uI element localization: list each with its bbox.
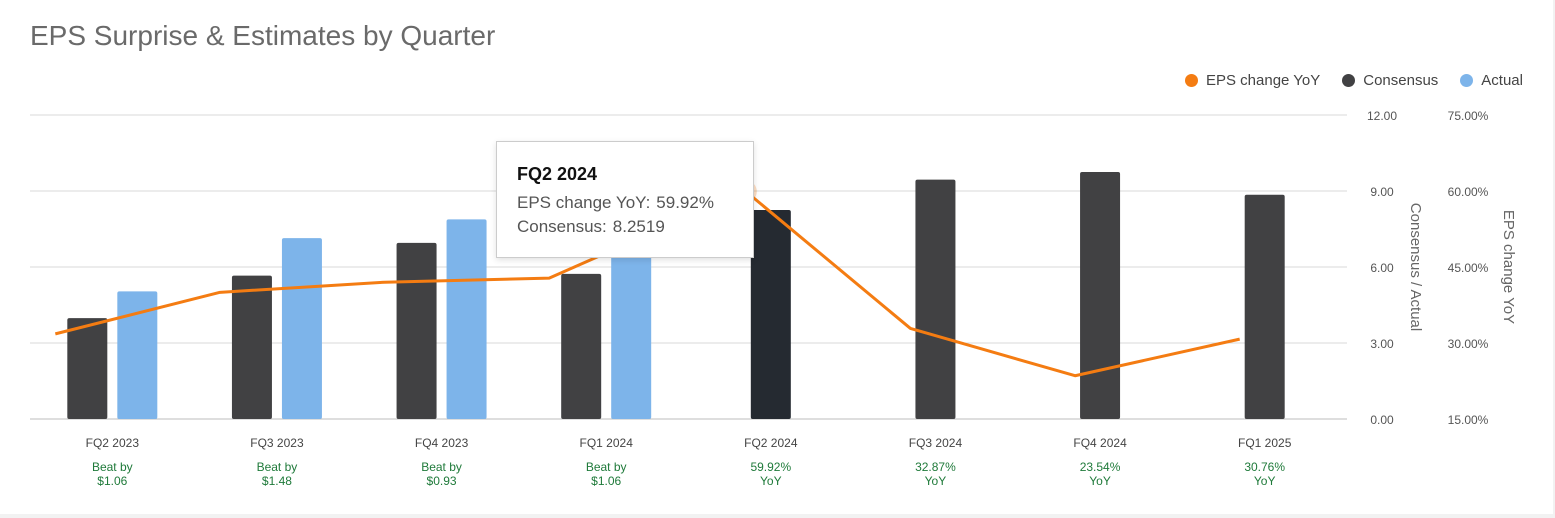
surprise-label-line1: Beat by [421,460,462,474]
right-axis-tick-label: 75.00% [1448,109,1489,123]
surprise-label-line2: YoY [925,474,947,488]
tooltip-row-eps: EPS change YoY: 59.92% [517,191,733,215]
legend-label: Consensus [1363,72,1439,89]
left-axis-tick-label: 12.00 [1367,109,1397,123]
actual-bar [611,246,652,419]
x-axis-tick-label: FQ3 2024 [909,436,963,450]
tooltip-value: 59.92% [656,193,714,212]
legend-dot-icon [1342,74,1356,87]
left-axis-title: Consensus / Actual [1407,203,1424,331]
right-axis-tick-label: 60.00% [1448,185,1489,199]
consensus-bar [1080,172,1121,419]
legend-label: EPS change YoY [1205,72,1321,89]
consensus-bar [561,273,602,419]
right-axis-tick-label: 30.00% [1448,337,1489,351]
tooltip: FQ2 2024 EPS change YoY: 59.92% Consensus… [496,141,754,258]
tooltip-label: Consensus: [517,217,607,236]
left-axis-tick-label: 0.00 [1370,413,1394,427]
left-axis-tick-label: 9.00 [1370,185,1394,199]
surprise-label-line1: 32.87% [915,460,956,474]
legend-label: Actual [1481,72,1523,89]
surprise-label-line2: YoY [760,474,782,488]
legend-dot-icon [1460,74,1474,87]
consensus-bar [750,209,791,419]
actual-bar [281,238,322,419]
surprise-label-line2: YoY [1089,474,1111,488]
x-axis-tick-label: FQ2 2024 [744,436,798,450]
surprise-label-line2: $1.48 [262,474,292,488]
surprise-label-line2: $1.06 [97,474,127,488]
surprise-label-line1: Beat by [586,460,627,474]
consensus-bar [231,275,272,419]
legend-item-consensus[interactable]: Consensus [1342,72,1438,89]
right-axis-tick-label: 45.00% [1448,261,1489,275]
legend-item-eps-change[interactable]: EPS change YoY [1184,72,1321,89]
actual-bar [446,219,487,419]
surprise-label-line1: 30.76% [1244,460,1285,474]
legend-item-actual[interactable]: Actual [1460,72,1523,89]
surprise-label-line2: $0.93 [427,474,457,488]
tooltip-row-consensus: Consensus: 8.2519 [517,215,733,239]
surprise-label-line2: $1.06 [591,474,621,488]
x-axis-tick-label: FQ1 2025 [1238,436,1292,450]
x-axis-tick-label: FQ4 2023 [415,436,469,450]
surprise-label-line1: 23.54% [1080,460,1121,474]
left-axis-tick-label: 3.00 [1370,337,1394,351]
consensus-bar [1244,194,1285,419]
left-axis-tick-label: 6.00 [1370,261,1394,275]
surprise-label-line1: 59.92% [750,460,791,474]
x-axis-tick-label: FQ4 2024 [1073,436,1127,450]
surprise-label-line1: Beat by [92,460,133,474]
right-axis-tick-label: 15.00% [1448,413,1489,427]
page-title: EPS Surprise & Estimates by Quarter [30,20,496,51]
x-axis-tick-label: FQ2 2023 [86,436,140,450]
x-axis-tick-label: FQ1 2024 [580,436,634,450]
legend-dot-icon [1184,74,1198,87]
legend: EPS change YoY Consensus Actual [1184,72,1523,89]
right-axis-title: EPS change YoY [1500,210,1517,324]
tooltip-value: 8.2519 [612,217,665,236]
consensus-bar [915,179,956,419]
surprise-label-line2: YoY [1254,474,1276,488]
tooltip-label: EPS change YoY: [517,193,651,212]
consensus-bar [396,242,437,419]
surprise-label-line1: Beat by [257,460,298,474]
actual-bar [117,291,158,419]
consensus-bar [67,318,108,419]
tooltip-title: FQ2 2024 [517,164,598,184]
x-axis-tick-label: FQ3 2023 [250,436,304,450]
